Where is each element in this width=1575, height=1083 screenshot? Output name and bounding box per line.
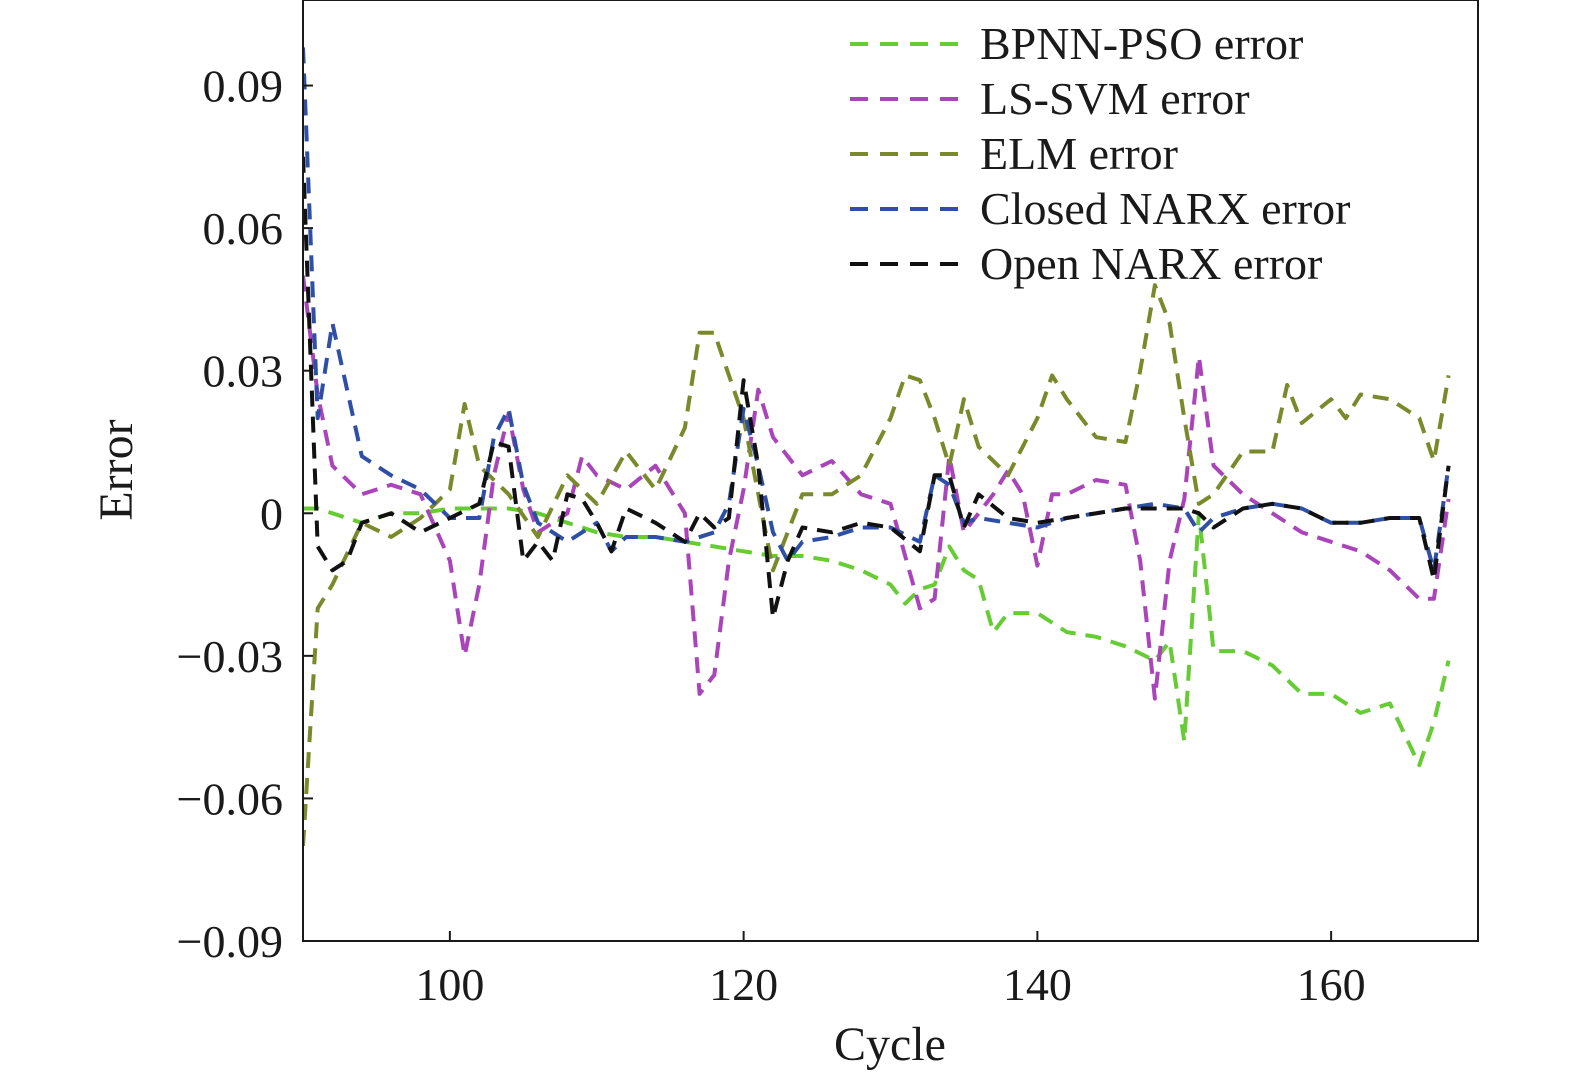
x-tick-label: 100 [415,959,484,1010]
y-tick-label: −0.09 [177,916,283,967]
legend-label-4: Closed NARX error [980,183,1351,234]
x-tick-label: 140 [1003,959,1072,1010]
x-axis-label: Cycle [834,1018,946,1071]
y-tick-label: 0.06 [203,203,284,254]
series-line-5 [303,156,1451,620]
legend-label-1: BPNN-PSO error [980,18,1303,69]
x-tick-label: 120 [709,959,778,1010]
x-tick-label: 160 [1297,959,1366,1010]
y-tick-label: 0 [260,488,283,539]
legend-label-3: ELM error [980,128,1178,179]
y-tick-label: 0.03 [203,346,284,397]
series-layer [303,47,1451,847]
y-tick-label: 0.09 [203,61,284,112]
y-tick-label: −0.06 [177,773,283,824]
legend-label-2: LS-SVM error [980,73,1250,124]
tick-layer: 100 120 140 160 0.09 0.06 0.03 0 −0.03 −0.06 −0.09 [177,61,1366,1010]
legend-label-5: Open NARX error [980,238,1322,289]
series-line-2 [303,275,1451,701]
y-axis-label: Error [90,419,143,520]
plot-frame [302,0,1479,942]
series-line-1 [303,506,1451,768]
y-tick-label: −0.03 [177,631,283,682]
series-line-4 [303,47,1451,573]
series-line-3 [303,283,1451,847]
